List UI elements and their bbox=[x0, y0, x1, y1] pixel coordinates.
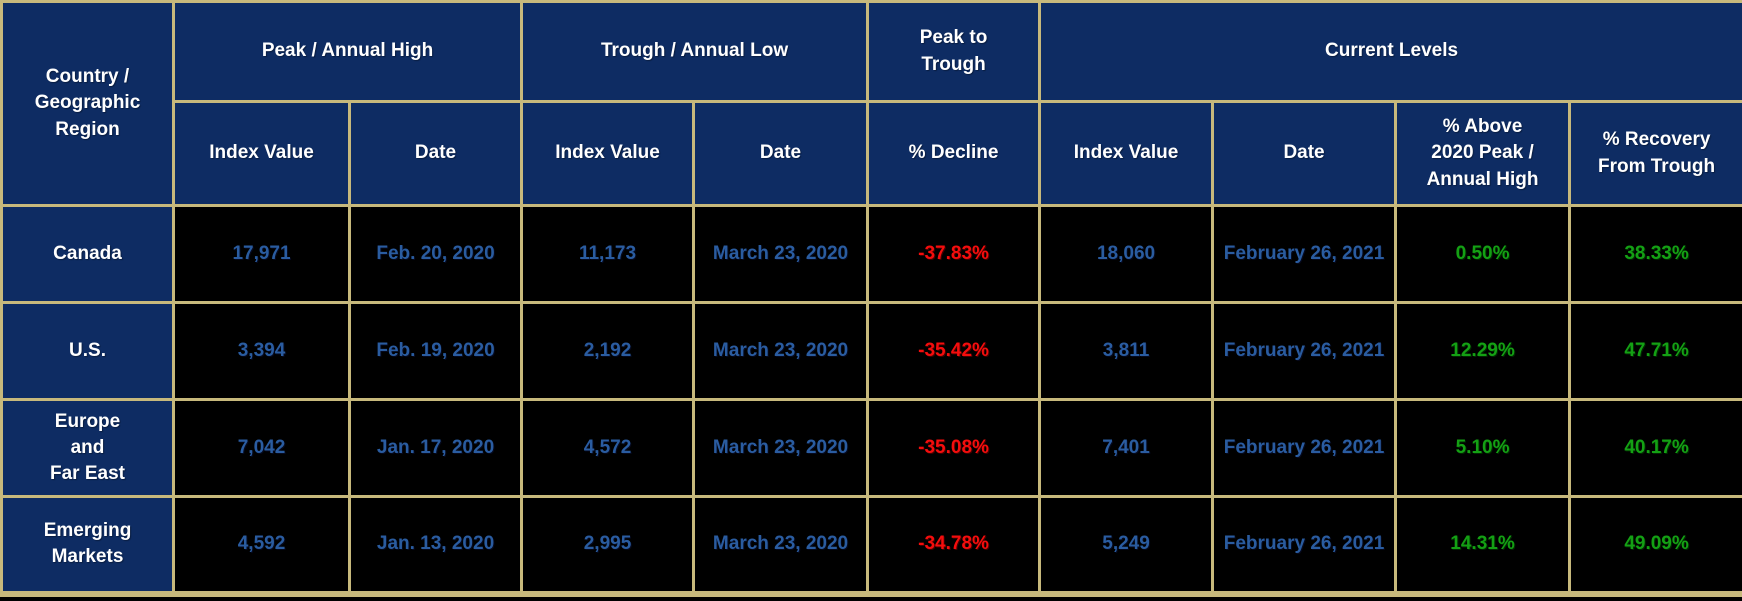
subheader-pct-above-peak: % Above 2020 Peak / Annual High bbox=[1394, 100, 1572, 207]
emerging-current-index-value: 5,249 bbox=[1038, 495, 1215, 595]
table-row-emerging-markets: Emerging Markets 4,592 Jan. 13, 2020 2,9… bbox=[0, 495, 1742, 595]
canada-pct-decline: -37.83% bbox=[866, 204, 1042, 304]
group-header-row: Country / Geographic Region Peak / Annua… bbox=[0, 0, 1742, 207]
emerging-trough-index-value: 2,995 bbox=[520, 495, 696, 595]
us-pct-recovery: 47.71% bbox=[1568, 301, 1742, 401]
europe-peak-index-value: 7,042 bbox=[172, 398, 351, 498]
subheader-current-index-value: Index Value bbox=[1038, 100, 1215, 207]
canada-current-date: February 26, 2021 bbox=[1211, 204, 1398, 304]
subheader-trough-date: Date bbox=[692, 100, 870, 207]
table-row-canada: Canada 17,971 Feb. 20, 2020 11,173 March… bbox=[0, 204, 1742, 304]
region-label-emerging-markets: Emerging Markets bbox=[0, 495, 175, 595]
canada-peak-date: Feb. 20, 2020 bbox=[347, 204, 524, 304]
canada-pct-above-peak: 0.50% bbox=[1394, 204, 1572, 304]
group-header-trough-annual-low: Trough / Annual Low bbox=[520, 0, 870, 103]
corner-header-country-region: Country / Geographic Region bbox=[0, 0, 175, 207]
table-row-us: U.S. 3,394 Feb. 19, 2020 2,192 March 23,… bbox=[0, 301, 1742, 401]
region-label-europe-far-east: Europe and Far East bbox=[0, 398, 175, 498]
subheader-current-date: Date bbox=[1211, 100, 1398, 207]
subheader-trough-index-value: Index Value bbox=[520, 100, 696, 207]
canada-trough-date: March 23, 2020 bbox=[692, 204, 870, 304]
europe-trough-date: March 23, 2020 bbox=[692, 398, 870, 498]
subheader-pct-recovery: % Recovery From Trough bbox=[1568, 100, 1742, 207]
canada-current-index-value: 18,060 bbox=[1038, 204, 1215, 304]
us-current-date: February 26, 2021 bbox=[1211, 301, 1398, 401]
subheader-peak-date: Date bbox=[347, 100, 524, 207]
us-current-index-value: 3,811 bbox=[1038, 301, 1215, 401]
us-peak-date: Feb. 19, 2020 bbox=[347, 301, 524, 401]
us-pct-decline: -35.42% bbox=[866, 301, 1042, 401]
us-peak-index-value: 3,394 bbox=[172, 301, 351, 401]
group-header-current-levels: Current Levels bbox=[1038, 0, 1742, 103]
region-label-us: U.S. bbox=[0, 301, 175, 401]
us-trough-index-value: 2,192 bbox=[520, 301, 696, 401]
subheader-peak-index-value: Index Value bbox=[172, 100, 351, 207]
sub-header-row: Index Value Date Index Value Date % Decl… bbox=[2, 100, 1742, 207]
table-row-europe-far-east: Europe and Far East 7,042 Jan. 17, 2020 … bbox=[0, 398, 1742, 498]
emerging-pct-above-peak: 14.31% bbox=[1394, 495, 1572, 595]
canada-peak-index-value: 17,971 bbox=[172, 204, 351, 304]
europe-current-date: February 26, 2021 bbox=[1211, 398, 1398, 498]
europe-peak-date: Jan. 17, 2020 bbox=[347, 398, 524, 498]
emerging-current-date: February 26, 2021 bbox=[1211, 495, 1398, 595]
europe-pct-decline: -35.08% bbox=[866, 398, 1042, 498]
emerging-peak-index-value: 4,592 bbox=[172, 495, 351, 595]
emerging-trough-date: March 23, 2020 bbox=[692, 495, 870, 595]
canada-trough-index-value: 11,173 bbox=[520, 204, 696, 304]
europe-pct-above-peak: 5.10% bbox=[1394, 398, 1572, 498]
europe-pct-recovery: 40.17% bbox=[1568, 398, 1742, 498]
us-trough-date: March 23, 2020 bbox=[692, 301, 870, 401]
group-header-peak-annual-high: Peak / Annual High bbox=[171, 0, 524, 103]
europe-current-index-value: 7,401 bbox=[1038, 398, 1215, 498]
region-label-canada: Canada bbox=[0, 204, 175, 304]
group-header-peak-to-trough: Peak to Trough bbox=[866, 0, 1042, 103]
emerging-pct-recovery: 49.09% bbox=[1568, 495, 1742, 595]
emerging-peak-date: Jan. 13, 2020 bbox=[347, 495, 524, 595]
subheader-pct-decline: % Decline bbox=[866, 100, 1042, 207]
emerging-pct-decline: -34.78% bbox=[866, 495, 1042, 595]
us-pct-above-peak: 12.29% bbox=[1394, 301, 1572, 401]
canada-pct-recovery: 38.33% bbox=[1568, 204, 1742, 304]
europe-trough-index-value: 4,572 bbox=[520, 398, 696, 498]
